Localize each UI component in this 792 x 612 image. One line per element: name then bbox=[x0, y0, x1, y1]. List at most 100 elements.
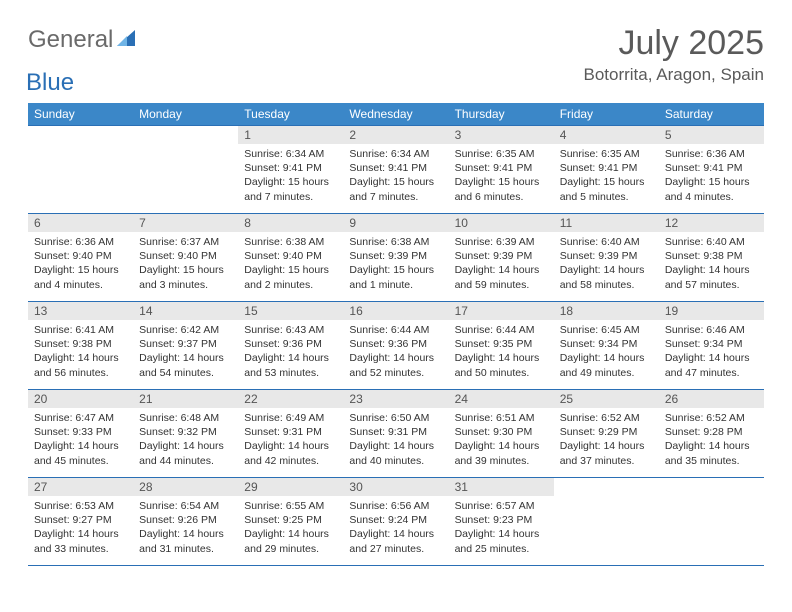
day-number: 16 bbox=[343, 302, 448, 320]
header: General Blue July 2025 Botorrita, Aragon… bbox=[28, 24, 764, 95]
calendar-day-cell: .. bbox=[554, 478, 659, 566]
day-header: Tuesday bbox=[238, 103, 343, 126]
calendar-week-row: ....1Sunrise: 6:34 AMSunset: 9:41 PMDayl… bbox=[28, 126, 764, 214]
calendar-day-cell: 7Sunrise: 6:37 AMSunset: 9:40 PMDaylight… bbox=[133, 214, 238, 302]
calendar-day-cell: 18Sunrise: 6:45 AMSunset: 9:34 PMDayligh… bbox=[554, 302, 659, 390]
day-details: Sunrise: 6:37 AMSunset: 9:40 PMDaylight:… bbox=[133, 232, 238, 296]
day-details: Sunrise: 6:43 AMSunset: 9:36 PMDaylight:… bbox=[238, 320, 343, 384]
calendar-day-cell: .. bbox=[133, 126, 238, 214]
calendar-day-cell: 10Sunrise: 6:39 AMSunset: 9:39 PMDayligh… bbox=[449, 214, 554, 302]
day-details: Sunrise: 6:44 AMSunset: 9:35 PMDaylight:… bbox=[449, 320, 554, 384]
calendar-day-cell: 28Sunrise: 6:54 AMSunset: 9:26 PMDayligh… bbox=[133, 478, 238, 566]
calendar-day-cell: 24Sunrise: 6:51 AMSunset: 9:30 PMDayligh… bbox=[449, 390, 554, 478]
day-details: Sunrise: 6:52 AMSunset: 9:28 PMDaylight:… bbox=[659, 408, 764, 472]
day-details: Sunrise: 6:35 AMSunset: 9:41 PMDaylight:… bbox=[554, 144, 659, 208]
day-details: Sunrise: 6:39 AMSunset: 9:39 PMDaylight:… bbox=[449, 232, 554, 296]
day-details: Sunrise: 6:57 AMSunset: 9:23 PMDaylight:… bbox=[449, 496, 554, 560]
logo-word1: General bbox=[28, 26, 113, 53]
logo: General Blue bbox=[28, 28, 137, 95]
day-details: Sunrise: 6:36 AMSunset: 9:41 PMDaylight:… bbox=[659, 144, 764, 208]
day-details: Sunrise: 6:41 AMSunset: 9:38 PMDaylight:… bbox=[28, 320, 133, 384]
day-header: Thursday bbox=[449, 103, 554, 126]
calendar-day-cell: 19Sunrise: 6:46 AMSunset: 9:34 PMDayligh… bbox=[659, 302, 764, 390]
day-number: 25 bbox=[554, 390, 659, 408]
calendar-day-cell: 21Sunrise: 6:48 AMSunset: 9:32 PMDayligh… bbox=[133, 390, 238, 478]
day-details: Sunrise: 6:34 AMSunset: 9:41 PMDaylight:… bbox=[343, 144, 448, 208]
calendar-week-row: 27Sunrise: 6:53 AMSunset: 9:27 PMDayligh… bbox=[28, 478, 764, 566]
day-header-row: Sunday Monday Tuesday Wednesday Thursday… bbox=[28, 103, 764, 126]
calendar-day-cell: 3Sunrise: 6:35 AMSunset: 9:41 PMDaylight… bbox=[449, 126, 554, 214]
day-details: Sunrise: 6:48 AMSunset: 9:32 PMDaylight:… bbox=[133, 408, 238, 472]
calendar-day-cell: 6Sunrise: 6:36 AMSunset: 9:40 PMDaylight… bbox=[28, 214, 133, 302]
calendar-day-cell: .. bbox=[28, 126, 133, 214]
calendar-day-cell: 5Sunrise: 6:36 AMSunset: 9:41 PMDaylight… bbox=[659, 126, 764, 214]
day-details: Sunrise: 6:51 AMSunset: 9:30 PMDaylight:… bbox=[449, 408, 554, 472]
location: Botorrita, Aragon, Spain bbox=[583, 65, 764, 85]
calendar-day-cell: 4Sunrise: 6:35 AMSunset: 9:41 PMDaylight… bbox=[554, 126, 659, 214]
day-details: Sunrise: 6:34 AMSunset: 9:41 PMDaylight:… bbox=[238, 144, 343, 208]
day-number: 9 bbox=[343, 214, 448, 232]
day-number: 27 bbox=[28, 478, 133, 496]
day-number: 14 bbox=[133, 302, 238, 320]
day-details: Sunrise: 6:35 AMSunset: 9:41 PMDaylight:… bbox=[449, 144, 554, 208]
day-details: Sunrise: 6:38 AMSunset: 9:40 PMDaylight:… bbox=[238, 232, 343, 296]
day-number: 24 bbox=[449, 390, 554, 408]
calendar-day-cell: 25Sunrise: 6:52 AMSunset: 9:29 PMDayligh… bbox=[554, 390, 659, 478]
day-number: 29 bbox=[238, 478, 343, 496]
day-details: Sunrise: 6:56 AMSunset: 9:24 PMDaylight:… bbox=[343, 496, 448, 560]
calendar-day-cell: 29Sunrise: 6:55 AMSunset: 9:25 PMDayligh… bbox=[238, 478, 343, 566]
day-details: Sunrise: 6:50 AMSunset: 9:31 PMDaylight:… bbox=[343, 408, 448, 472]
day-details: Sunrise: 6:55 AMSunset: 9:25 PMDaylight:… bbox=[238, 496, 343, 560]
calendar-day-cell: .. bbox=[659, 478, 764, 566]
day-number: 12 bbox=[659, 214, 764, 232]
day-header: Saturday bbox=[659, 103, 764, 126]
page-title: July 2025 bbox=[583, 24, 764, 63]
day-number: 4 bbox=[554, 126, 659, 144]
day-number: 8 bbox=[238, 214, 343, 232]
day-number: 30 bbox=[343, 478, 448, 496]
day-number: 1 bbox=[238, 126, 343, 144]
logo-sail-icon bbox=[115, 28, 137, 53]
day-details: Sunrise: 6:44 AMSunset: 9:36 PMDaylight:… bbox=[343, 320, 448, 384]
calendar-week-row: 20Sunrise: 6:47 AMSunset: 9:33 PMDayligh… bbox=[28, 390, 764, 478]
day-number: 11 bbox=[554, 214, 659, 232]
day-number: 23 bbox=[343, 390, 448, 408]
day-header: Friday bbox=[554, 103, 659, 126]
calendar-day-cell: 22Sunrise: 6:49 AMSunset: 9:31 PMDayligh… bbox=[238, 390, 343, 478]
calendar-day-cell: 23Sunrise: 6:50 AMSunset: 9:31 PMDayligh… bbox=[343, 390, 448, 478]
day-details: Sunrise: 6:42 AMSunset: 9:37 PMDaylight:… bbox=[133, 320, 238, 384]
day-number: 2 bbox=[343, 126, 448, 144]
logo-word2: Blue bbox=[26, 71, 137, 95]
day-details: Sunrise: 6:53 AMSunset: 9:27 PMDaylight:… bbox=[28, 496, 133, 560]
day-number: 13 bbox=[28, 302, 133, 320]
calendar-day-cell: 2Sunrise: 6:34 AMSunset: 9:41 PMDaylight… bbox=[343, 126, 448, 214]
calendar-day-cell: 13Sunrise: 6:41 AMSunset: 9:38 PMDayligh… bbox=[28, 302, 133, 390]
calendar-day-cell: 26Sunrise: 6:52 AMSunset: 9:28 PMDayligh… bbox=[659, 390, 764, 478]
day-number: 5 bbox=[659, 126, 764, 144]
day-header: Sunday bbox=[28, 103, 133, 126]
calendar-day-cell: 30Sunrise: 6:56 AMSunset: 9:24 PMDayligh… bbox=[343, 478, 448, 566]
day-number: 17 bbox=[449, 302, 554, 320]
day-details: Sunrise: 6:49 AMSunset: 9:31 PMDaylight:… bbox=[238, 408, 343, 472]
day-number: 7 bbox=[133, 214, 238, 232]
day-details: Sunrise: 6:36 AMSunset: 9:40 PMDaylight:… bbox=[28, 232, 133, 296]
day-number: 21 bbox=[133, 390, 238, 408]
calendar-table: Sunday Monday Tuesday Wednesday Thursday… bbox=[28, 103, 764, 566]
day-number: 26 bbox=[659, 390, 764, 408]
day-number: 20 bbox=[28, 390, 133, 408]
calendar-day-cell: 31Sunrise: 6:57 AMSunset: 9:23 PMDayligh… bbox=[449, 478, 554, 566]
day-header: Wednesday bbox=[343, 103, 448, 126]
calendar-day-cell: 16Sunrise: 6:44 AMSunset: 9:36 PMDayligh… bbox=[343, 302, 448, 390]
day-header: Monday bbox=[133, 103, 238, 126]
day-details: Sunrise: 6:46 AMSunset: 9:34 PMDaylight:… bbox=[659, 320, 764, 384]
day-number: 31 bbox=[449, 478, 554, 496]
calendar-day-cell: 17Sunrise: 6:44 AMSunset: 9:35 PMDayligh… bbox=[449, 302, 554, 390]
day-number: 6 bbox=[28, 214, 133, 232]
day-number: 18 bbox=[554, 302, 659, 320]
calendar-day-cell: 14Sunrise: 6:42 AMSunset: 9:37 PMDayligh… bbox=[133, 302, 238, 390]
calendar-day-cell: 15Sunrise: 6:43 AMSunset: 9:36 PMDayligh… bbox=[238, 302, 343, 390]
calendar-day-cell: 1Sunrise: 6:34 AMSunset: 9:41 PMDaylight… bbox=[238, 126, 343, 214]
calendar-week-row: 6Sunrise: 6:36 AMSunset: 9:40 PMDaylight… bbox=[28, 214, 764, 302]
day-number: 15 bbox=[238, 302, 343, 320]
calendar-day-cell: 12Sunrise: 6:40 AMSunset: 9:38 PMDayligh… bbox=[659, 214, 764, 302]
